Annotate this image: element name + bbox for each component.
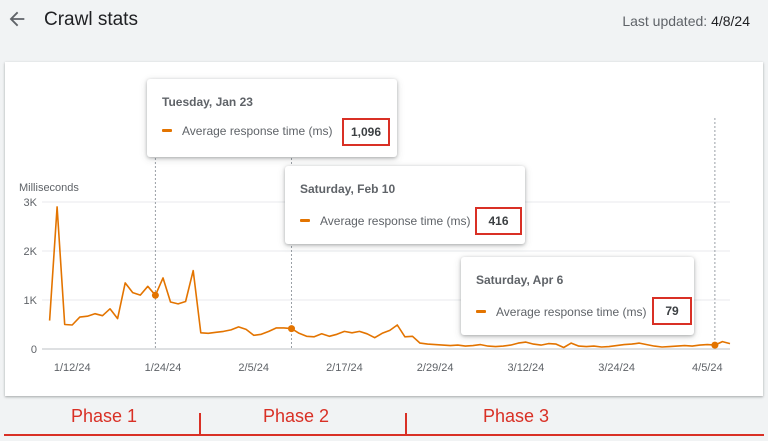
tooltip-apr-6: Saturday, Apr 6 Average response time (m… [461,257,694,335]
highlight-points-layer [151,291,719,349]
x-tick-label: 3/12/24 [508,362,545,374]
x-tick-label: 2/5/24 [238,362,269,374]
tooltip-value: 416 [475,207,522,235]
phase-divider [199,413,201,435]
data-point-highlight [151,291,159,299]
tooltip-date: Saturday, Feb 10 [300,182,396,196]
tooltip-metric: Average response time (ms) [320,214,471,228]
y-tick-label: 0 [31,344,37,356]
last-updated-date: 4/8/24 [711,13,750,29]
y-axis-title: Milliseconds [19,182,79,194]
page-header: Crawl stats Last updated: 4/8/24 [0,0,768,40]
data-point-highlight [287,325,295,333]
x-tick-label: 3/24/24 [598,362,635,374]
tooltip-jan-23: Tuesday, Jan 23 Average response time (m… [147,79,397,157]
tooltip-date: Saturday, Apr 6 [476,273,564,287]
tooltip-feb-10: Saturday, Feb 10 Average response time (… [285,166,525,244]
back-button[interactable] [6,8,28,30]
phase-3-label: Phase 3 [483,406,550,426]
y-tick-label: 1K [24,295,38,307]
series-swatch-icon [300,219,310,222]
phase-2-label: Phase 2 [263,406,330,426]
last-updated: Last updated: 4/8/24 [622,13,750,29]
hover-lines-layer [154,118,716,349]
tooltip-metric: Average response time (ms) [182,124,333,138]
axis-layer: Milliseconds 0 1K 2K 3K 1/12/24 1/24/24 2/5/24 2… [19,182,723,374]
tooltip-date: Tuesday, Jan 23 [162,95,253,109]
tooltip-value: 79 [652,297,692,325]
arrow-back-icon [9,11,25,27]
series-line-average-response-time [48,206,731,349]
x-tick-label: 2/29/24 [417,362,454,374]
y-tick-label: 2K [24,246,38,258]
x-tick-label: 1/24/24 [145,362,182,374]
last-updated-label: Last updated: [622,13,708,29]
tooltip-value: 1,096 [342,118,390,146]
tooltip-metric: Average response time (ms) [496,305,647,319]
page-title: Crawl stats [44,9,138,30]
x-tick-label: 2/17/24 [326,362,363,374]
phase-1-label: Phase 1 [71,406,138,426]
series-layer [48,206,731,349]
phase-divider [405,413,407,435]
y-tick-label: 3K [24,197,38,209]
x-tick-label: 1/12/24 [54,362,91,374]
x-tick-label: 4/5/24 [692,362,723,374]
phase-baseline [4,434,764,436]
series-swatch-icon [476,310,486,313]
data-point-highlight [711,341,719,349]
series-swatch-icon [162,129,172,132]
